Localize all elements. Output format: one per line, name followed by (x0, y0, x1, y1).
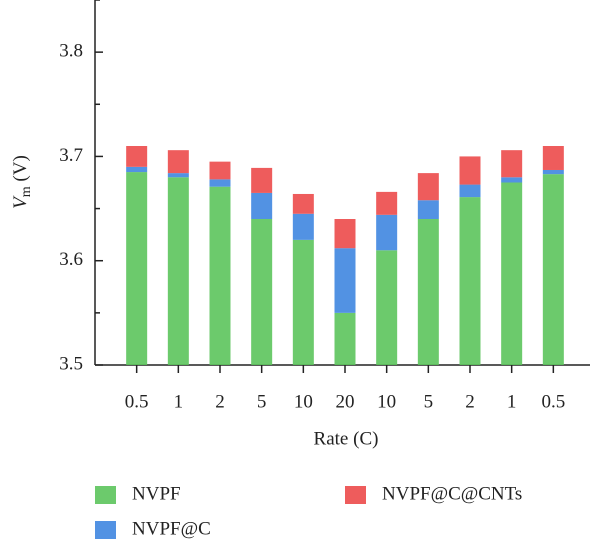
bar-segment (334, 312, 356, 365)
x-tick-label: 2 (215, 391, 225, 412)
y-tick-label: 3.5 (59, 353, 83, 374)
bar-segment (334, 248, 356, 313)
bar-segment (292, 239, 314, 365)
bar-segment (417, 219, 439, 365)
bar-segment (251, 219, 273, 365)
y-tick-label: 3.8 (59, 41, 83, 62)
bar-segment (501, 150, 523, 178)
x-axis-label: Rate (C) (314, 428, 379, 449)
y-axis-label-subscript: m (19, 186, 34, 197)
bar-segment (459, 156, 481, 185)
bar-segment (501, 177, 523, 183)
bar-segment (334, 219, 356, 249)
y-axis-label-unit: (V) (10, 155, 31, 186)
x-tick-label: 10 (294, 391, 313, 412)
bar-segment (209, 161, 231, 180)
legend-label: NVPF@C@CNTs (382, 483, 522, 504)
bar-segment (126, 166, 148, 173)
x-tick-label: 10 (377, 391, 396, 412)
bar-segment (542, 169, 564, 175)
bar-segment (167, 177, 189, 365)
bar-segment (376, 250, 398, 365)
bar-segment (459, 197, 481, 365)
y-tick-label: 3.7 (59, 145, 83, 166)
bar-segment (167, 150, 189, 174)
x-tick-label: 1 (507, 391, 517, 412)
bar-segment (501, 182, 523, 365)
x-tick-label: 0.5 (541, 391, 565, 412)
bar-segment (542, 146, 564, 170)
legend-swatch (95, 521, 116, 539)
bar-segment (376, 214, 398, 251)
legend-label: NVPF@C (132, 518, 211, 539)
bar-segment (292, 193, 314, 214)
y-tick-label: 3.6 (59, 249, 83, 270)
bar-segment (292, 213, 314, 240)
x-tick-label: 2 (465, 391, 475, 412)
x-tick-label: 1 (174, 391, 184, 412)
bar-segment (126, 172, 148, 365)
bar-segment (126, 146, 148, 167)
bar-segment (251, 192, 273, 219)
x-tick-label: 5 (257, 391, 267, 412)
x-tick-label: 20 (336, 391, 355, 412)
bar-segment (251, 167, 273, 193)
bar-segment (376, 191, 398, 215)
bar-segment (167, 173, 189, 178)
x-tick-label: 0.5 (125, 391, 149, 412)
bar-segment (209, 186, 231, 365)
legend-swatch (95, 486, 116, 504)
bar-segment (417, 200, 439, 219)
bar-segment (209, 179, 231, 187)
legend-label: NVPF (132, 483, 181, 504)
legend-swatch (345, 486, 366, 504)
bar-segment (542, 174, 564, 365)
bar-segment (417, 173, 439, 201)
x-tick-label: 5 (424, 391, 434, 412)
y-axis-label: Vm (V) (10, 155, 34, 209)
bar-segment (459, 184, 481, 198)
y-axis-label-symbol: V (10, 195, 31, 209)
